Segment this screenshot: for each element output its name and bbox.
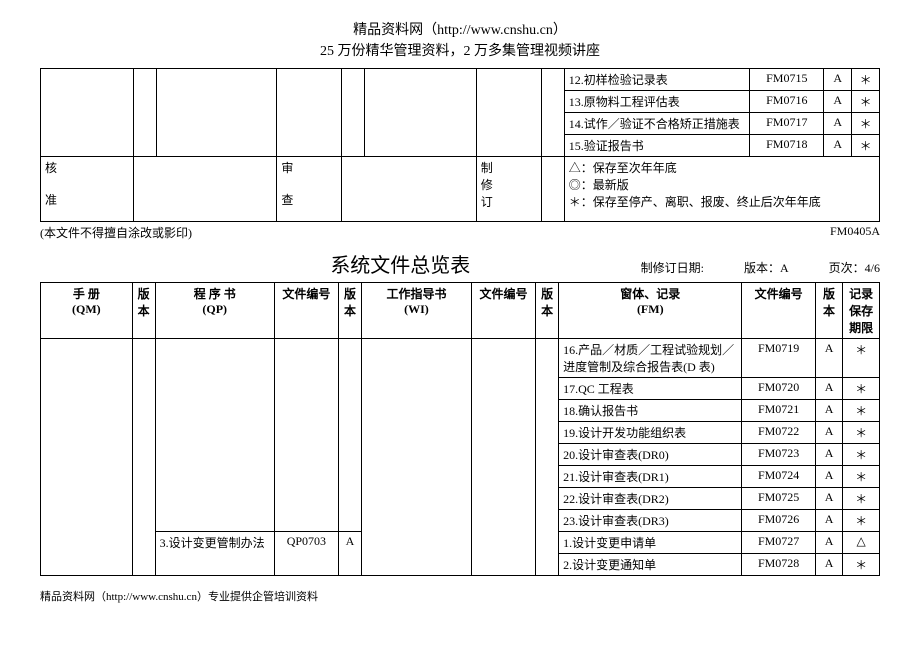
- legend2: ◎：最新版: [569, 176, 875, 193]
- fm-label: 18.确认报告书: [559, 400, 742, 422]
- sig-compile: 制 修 订: [476, 157, 541, 222]
- header-line2: 25 万份精华管理资料，2 万多集管理视频讲座: [40, 41, 880, 62]
- fm-label: 23.设计审查表(DR3): [559, 510, 742, 532]
- title-row2: 系统文件总览表 制修订日期: 版本：A 页次：4/6: [40, 249, 880, 278]
- meta-date: 制修订日期:: [641, 259, 704, 276]
- t1-code: FM0718: [750, 135, 824, 157]
- sig-approve: 核 准: [41, 157, 134, 222]
- page-header: 精品资料网（http://www.cnshu.cn） 25 万份精华管理资料，2…: [40, 20, 880, 62]
- footer1: (本文件不得擅自涂改或影印) FM0405A: [40, 224, 880, 241]
- t1-rec: ＊: [852, 69, 880, 91]
- footer2: 精品资料网（http://www.cnshu.cn）专业提供企管培训资料: [40, 588, 880, 604]
- t1-rec: ＊: [852, 113, 880, 135]
- legend1: △：保存至次年年底: [569, 159, 875, 176]
- qp-code: QP0703: [274, 532, 338, 576]
- h-qm: 手 册 (QM): [41, 283, 133, 339]
- fm-label: 2.设计变更通知单: [559, 554, 742, 576]
- table1: 12.初样检验记录表 FM0715 A ＊ 13.原物料工程评估表 FM0716…: [40, 68, 880, 222]
- h-rec: 记录 保存 期限: [843, 283, 880, 339]
- t1-rec: ＊: [852, 91, 880, 113]
- t1-code: FM0715: [750, 69, 824, 91]
- legend3: ＊：保存至停产、离职、报废、终止后次年年底: [569, 193, 875, 210]
- qp-ver: A: [338, 532, 361, 576]
- h-ver4: 版 本: [815, 283, 842, 339]
- fm-label: 16.产品／材质／工程试验规划／进度管制及综合报告表(D 表): [559, 339, 742, 378]
- t1-code: FM0717: [750, 113, 824, 135]
- fm-label: 20.设计审查表(DR0): [559, 444, 742, 466]
- table2: 手 册 (QM) 版 本 程 序 书 (QP) 文件编号 版 本 工作指导书 (…: [40, 282, 880, 576]
- h-code1: 文件编号: [274, 283, 338, 339]
- fm-label: 19.设计开发功能组织表: [559, 422, 742, 444]
- fm-label: 17.QC 工程表: [559, 378, 742, 400]
- h-code3: 文件编号: [742, 283, 815, 339]
- fm-label: 1.设计变更申请单: [559, 532, 742, 554]
- t1-label: 14.试作／验证不合格矫正措施表: [564, 113, 749, 135]
- h-qp: 程 序 书 (QP): [155, 283, 274, 339]
- t1-rec: ＊: [852, 135, 880, 157]
- t1-label: 15.验证报告书: [564, 135, 749, 157]
- title2: 系统文件总览表: [160, 249, 641, 278]
- h-fm: 窗体、记录 (FM): [559, 283, 742, 339]
- footer1-left: (本文件不得擅自涂改或影印): [40, 224, 192, 241]
- fm-label: 22.设计审查表(DR2): [559, 488, 742, 510]
- fm-code: FM0719: [742, 339, 815, 378]
- t1-ver: A: [824, 113, 852, 135]
- fm-rec: ＊: [843, 339, 880, 378]
- fm-ver: A: [815, 339, 842, 378]
- qp-label: 3.设计变更管制办法: [155, 532, 274, 576]
- meta-page: 页次：4/6: [829, 259, 880, 276]
- t1-ver: A: [824, 135, 852, 157]
- meta-ver: 版本：A: [744, 259, 789, 276]
- t1-ver: A: [824, 91, 852, 113]
- header-line1: 精品资料网（http://www.cnshu.cn）: [40, 20, 880, 41]
- h-ver2: 版 本: [338, 283, 361, 339]
- t1-code: FM0716: [750, 91, 824, 113]
- t1-label: 12.初样检验记录表: [564, 69, 749, 91]
- h-ver1: 版 本: [132, 283, 155, 339]
- sig-review: 审 查: [277, 157, 342, 222]
- fm-label: 21.设计审查表(DR1): [559, 466, 742, 488]
- footer1-right: FM0405A: [830, 224, 880, 241]
- t1-ver: A: [824, 69, 852, 91]
- h-ver3: 版 本: [536, 283, 559, 339]
- t1-label: 13.原物料工程评估表: [564, 91, 749, 113]
- h-wi: 工作指导书 (WI): [361, 283, 471, 339]
- legend: △：保存至次年年底 ◎：最新版 ＊：保存至停产、离职、报废、终止后次年年底: [564, 157, 879, 222]
- h-code2: 文件编号: [471, 283, 535, 339]
